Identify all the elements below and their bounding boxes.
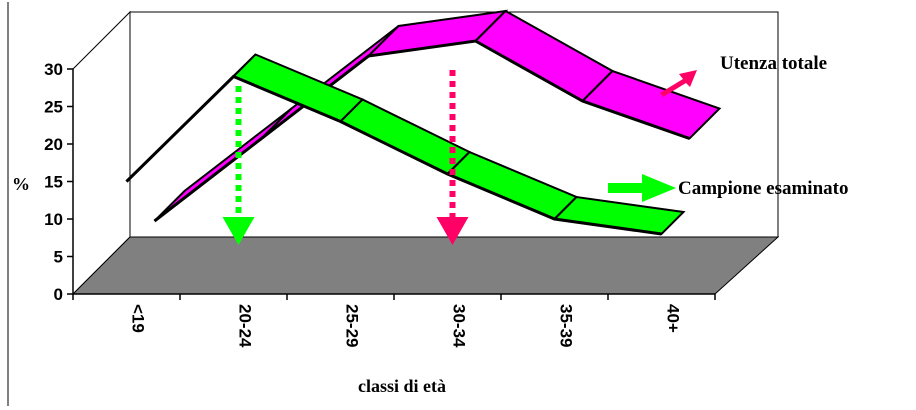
x-tick-label: 35-39 (557, 304, 576, 347)
y-tick-label: 5 (54, 248, 63, 267)
series-ribbon (125, 53, 686, 236)
y-tick-label: 15 (44, 173, 63, 192)
y-tick-label: 25 (44, 98, 63, 117)
y-tick-label: 0 (54, 285, 63, 304)
marker-arrow-icon (222, 217, 255, 245)
legend-label-utenza-totale: Utenza totale (720, 53, 827, 74)
series-ribbon (153, 9, 722, 223)
y-tick-label: 20 (44, 135, 63, 154)
legend-utenza-totale: Utenza totale (660, 53, 827, 97)
x-axis-label: classi di età (358, 376, 446, 396)
marker-arrow-icon (436, 217, 469, 245)
y-tick-label: 30 (44, 60, 63, 79)
x-tick-label: 20-24 (236, 304, 255, 348)
x-tick-label: <19 (129, 304, 148, 333)
x-tick-label: 30-34 (450, 304, 469, 348)
y-axis-label: % (12, 174, 30, 194)
legend-arrow-icon (608, 174, 676, 202)
series-line (153, 39, 690, 223)
legend-arrow-icon (660, 70, 697, 97)
legend-campione-esaminato: Campione esaminato (608, 174, 848, 202)
x-tick-label: 40+ (664, 304, 683, 333)
legend-label-campione-esaminato: Campione esaminato (678, 178, 848, 199)
y-tick-label: 10 (44, 210, 63, 229)
floor (71, 236, 780, 295)
series-line (125, 74, 662, 236)
x-tick-label: 25-29 (343, 304, 362, 347)
